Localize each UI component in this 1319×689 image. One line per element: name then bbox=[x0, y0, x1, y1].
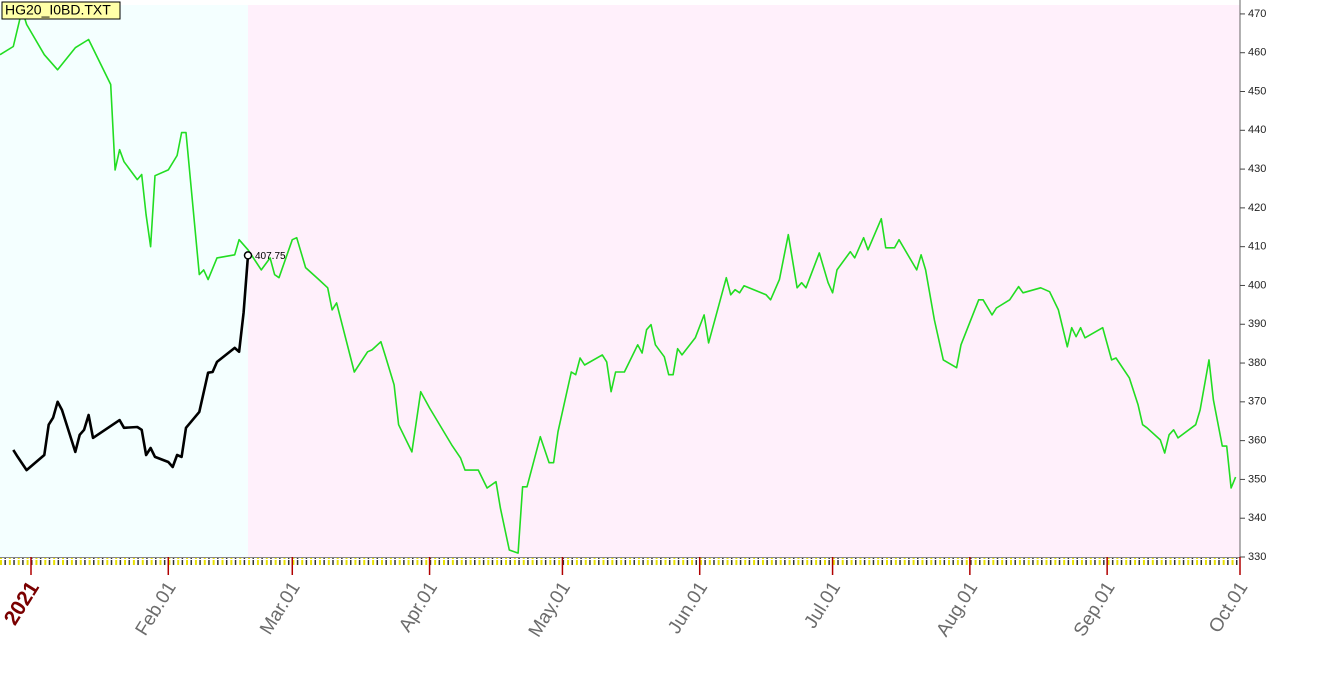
y-tick-label: 400 bbox=[1248, 279, 1266, 291]
chart-title: HG20_I0BD.TXT bbox=[5, 2, 111, 18]
x-tick-label: Aug.01 bbox=[933, 578, 983, 640]
x-tick-label: 2021 bbox=[0, 577, 44, 629]
y-tick-label: 330 bbox=[1248, 551, 1266, 563]
y-tick-label: 370 bbox=[1248, 396, 1266, 408]
plot-area: 407.75 bbox=[0, 8, 1237, 554]
background-left bbox=[0, 5, 248, 557]
background-right bbox=[248, 5, 1240, 557]
y-tick-label: 430 bbox=[1248, 163, 1266, 175]
y-tick-label: 390 bbox=[1248, 318, 1266, 330]
x-tick-label: Apr.01 bbox=[395, 578, 442, 636]
x-tick-label: Sep.01 bbox=[1070, 578, 1120, 640]
series-line bbox=[0, 8, 1237, 554]
series-line bbox=[12, 255, 250, 472]
y-tick-label: 450 bbox=[1248, 85, 1266, 97]
x-tick-label: Oct.01 bbox=[1205, 578, 1252, 637]
y-tick-label: 410 bbox=[1248, 241, 1266, 253]
x-tick-label: Jul.01 bbox=[800, 578, 845, 632]
y-tick-label: 420 bbox=[1248, 202, 1266, 214]
x-tick-label: Mar.01 bbox=[256, 578, 305, 638]
y-tick-label: 340 bbox=[1248, 512, 1266, 524]
date-ruler bbox=[0, 558, 1240, 565]
y-tick-label: 380 bbox=[1248, 357, 1266, 369]
y-tick-label: 470 bbox=[1248, 8, 1266, 20]
last-value-label: 407.75 bbox=[255, 251, 286, 262]
backgrounds bbox=[0, 5, 1240, 557]
x-tick-label: Jun.01 bbox=[664, 578, 712, 638]
last-value-marker bbox=[243, 251, 253, 260]
y-tick-label: 360 bbox=[1248, 435, 1266, 447]
x-tick-label: May.01 bbox=[525, 578, 575, 641]
y-tick-label: 350 bbox=[1248, 473, 1266, 485]
y-tick-label: 440 bbox=[1248, 124, 1266, 136]
y-tick-label: 460 bbox=[1248, 47, 1266, 59]
x-tick-label: Feb.01 bbox=[132, 578, 181, 639]
title-box bbox=[1, 1, 121, 20]
